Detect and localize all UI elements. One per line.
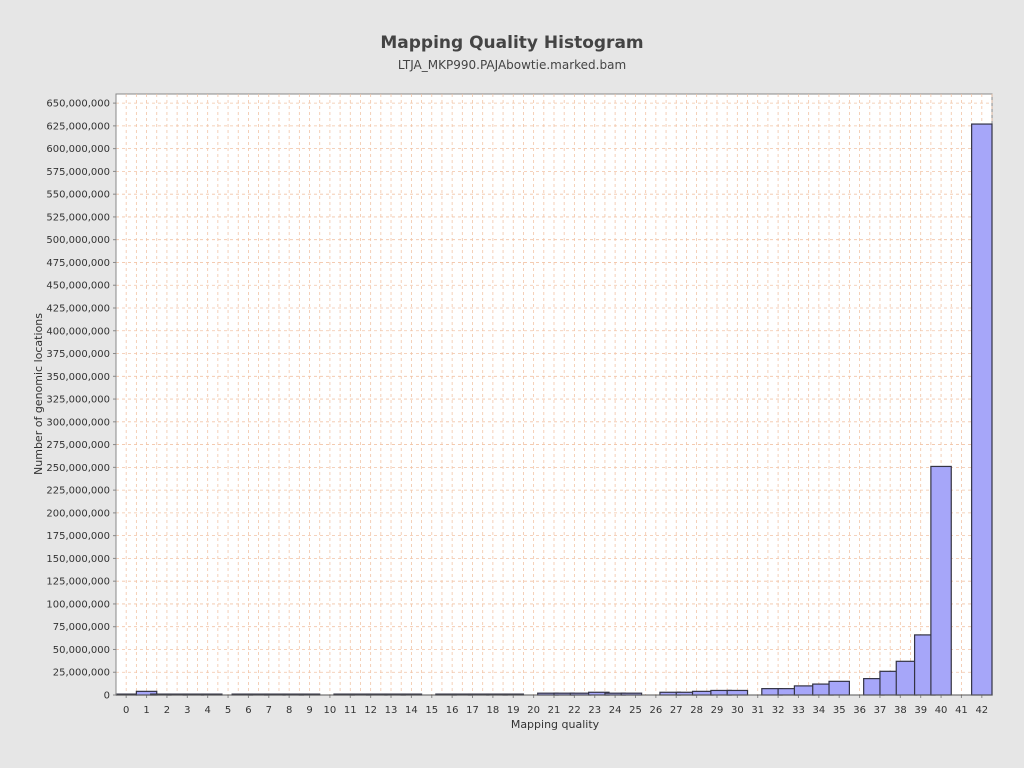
x-tick-label: 26 — [649, 705, 662, 716]
y-tick-label: 450,000,000 — [46, 281, 110, 292]
histogram-bar — [930, 465, 952, 696]
x-tick-label: 1 — [143, 705, 149, 716]
x-tick-label: 23 — [588, 705, 601, 716]
y-tick-label: 325,000,000 — [46, 395, 110, 406]
x-tick-label: 8 — [286, 705, 292, 716]
x-tick-label: 4 — [204, 705, 210, 716]
histogram-bar — [828, 680, 850, 696]
x-tick-label: 37 — [874, 705, 887, 716]
x-tick-label: 20 — [527, 705, 540, 716]
x-tick-label: 13 — [385, 705, 398, 716]
y-tick-label: 400,000,000 — [46, 326, 110, 337]
x-tick-label: 29 — [711, 705, 724, 716]
y-tick-label: 0 — [104, 691, 110, 702]
x-tick-label: 33 — [792, 705, 805, 716]
x-axis-label: Mapping quality — [511, 718, 600, 731]
x-tick-label: 3 — [184, 705, 190, 716]
x-tick-label: 36 — [853, 705, 866, 716]
x-tick-label: 19 — [507, 705, 520, 716]
y-tick-label: 425,000,000 — [46, 303, 110, 314]
y-tick-label: 525,000,000 — [46, 212, 110, 223]
y-tick-label: 25,000,000 — [53, 668, 110, 679]
x-tick-label: 7 — [266, 705, 272, 716]
x-tick-label: 18 — [487, 705, 500, 716]
bars-group — [115, 123, 993, 696]
histogram-bar — [691, 690, 714, 696]
grid-lines — [115, 94, 993, 696]
y-tick-label: 125,000,000 — [46, 577, 110, 588]
histogram-bar — [793, 685, 816, 696]
x-tick-label: 32 — [772, 705, 785, 716]
x-tick-label: 14 — [405, 705, 418, 716]
y-tick-label: 625,000,000 — [46, 121, 110, 132]
y-axis-label: Number of genomic locations — [32, 313, 45, 475]
x-tick-label: 40 — [935, 705, 948, 716]
y-tick-label: 375,000,000 — [46, 349, 110, 360]
y-tick-label: 600,000,000 — [46, 144, 110, 155]
x-tick-label: 42 — [975, 705, 988, 716]
y-tick-label: 650,000,000 — [46, 99, 110, 110]
y-tick-label: 50,000,000 — [53, 645, 110, 656]
x-tick-label: 38 — [894, 705, 907, 716]
y-tick-label: 100,000,000 — [46, 599, 110, 610]
x-tick-label: 21 — [548, 705, 561, 716]
x-tick-label: 9 — [306, 705, 312, 716]
x-tick-label: 17 — [466, 705, 479, 716]
chart-subtitle: LTJA_MKP990.PAJAbowtie.marked.bam — [398, 58, 626, 72]
y-tick-label: 275,000,000 — [46, 440, 110, 451]
y-tick-label: 475,000,000 — [46, 258, 110, 269]
x-tick-label: 41 — [955, 705, 968, 716]
y-tick-label: 350,000,000 — [46, 372, 110, 383]
x-tick-label: 31 — [751, 705, 764, 716]
x-tick-label: 6 — [245, 705, 251, 716]
y-tick-label: 500,000,000 — [46, 235, 110, 246]
y-tick-label: 300,000,000 — [46, 417, 110, 428]
y-tick-label: 225,000,000 — [46, 486, 110, 497]
histogram-bar — [971, 123, 993, 696]
x-tick-label: 27 — [670, 705, 683, 716]
x-tick-label: 2 — [164, 705, 170, 716]
x-tick-label: 30 — [731, 705, 744, 716]
x-tick-label: 28 — [690, 705, 703, 716]
y-tick-label: 200,000,000 — [46, 508, 110, 519]
x-tick-label: 35 — [833, 705, 846, 716]
x-tick-label: 22 — [568, 705, 581, 716]
histogram-bar — [895, 660, 918, 696]
x-tick-label: 39 — [914, 705, 927, 716]
x-tick-label: 12 — [364, 705, 377, 716]
y-tick-label: 150,000,000 — [46, 554, 110, 565]
y-tick-label: 575,000,000 — [46, 167, 110, 178]
y-tick-label: 175,000,000 — [46, 531, 110, 542]
x-tick-label: 10 — [324, 705, 337, 716]
x-tick-label: 25 — [629, 705, 642, 716]
y-tick-label: 250,000,000 — [46, 463, 110, 474]
x-tick-label: 15 — [425, 705, 438, 716]
x-tick-label: 5 — [225, 705, 231, 716]
x-tick-label: 16 — [446, 705, 459, 716]
x-tick-label: 24 — [609, 705, 622, 716]
histogram-bar — [726, 689, 749, 696]
x-tick-label: 34 — [812, 705, 825, 716]
x-tick-label: 11 — [344, 705, 357, 716]
chart-title: Mapping Quality Histogram — [380, 33, 643, 53]
y-tick-label: 75,000,000 — [53, 622, 110, 633]
y-tick-label: 550,000,000 — [46, 190, 110, 201]
x-tick-label: 0 — [123, 705, 129, 716]
